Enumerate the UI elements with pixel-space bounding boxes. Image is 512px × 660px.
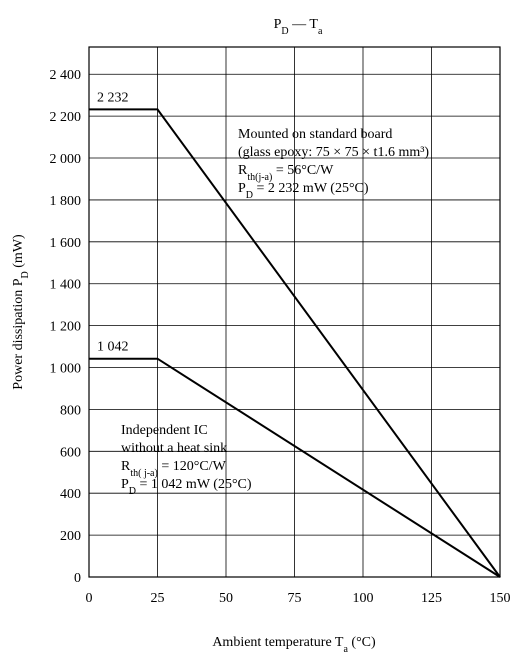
y-tick-label: 1 000	[50, 362, 82, 377]
y-tick-label: 400	[60, 487, 81, 502]
annotation-part: Independent IC	[121, 423, 208, 438]
annotation-part: (glass epoxy: 75 × 75 × t1.6 mm³)	[238, 145, 429, 160]
y-tick-label: 0	[74, 571, 81, 586]
x-tick-label: 75	[288, 591, 302, 606]
y-tick-label: 1 800	[50, 194, 82, 209]
value-label: 1 042	[97, 340, 129, 355]
annotation-part: P	[121, 477, 129, 492]
annotation: without a heat sink	[121, 441, 227, 456]
chart-title-part: P	[274, 17, 282, 32]
y-axis-label-part: D	[20, 271, 31, 278]
annotation: Independent IC	[121, 423, 208, 438]
x-tick-label: 125	[421, 591, 442, 606]
x-tick-label: 25	[151, 591, 165, 606]
annotation-part: P	[238, 181, 246, 196]
y-tick-label: 1 600	[50, 236, 82, 251]
x-tick-label: 150	[490, 591, 511, 606]
y-axis-label-part: (mW)	[11, 234, 26, 271]
annotation: Rth(j-a) = 56°C/W	[238, 163, 334, 183]
annotation: Rth( j-a) = 120°C/W	[121, 459, 227, 479]
annotation-part: = 2 232 mW (25°C)	[253, 181, 369, 196]
value-label: 2 232	[97, 90, 129, 105]
x-tick-label: 50	[219, 591, 233, 606]
chart: PD — Ta02004006008001 0001 2001 4001 600…	[0, 0, 512, 655]
y-tick-label: 600	[60, 445, 81, 460]
y-tick-label: 2 000	[50, 152, 82, 167]
chart-title-part: a	[318, 26, 323, 37]
annotation-part: D	[129, 486, 136, 497]
annotation-part: Mounted on standard board	[238, 127, 392, 142]
y-tick-label: 800	[60, 403, 81, 418]
annotation: PD = 2 232 mW (25°C)	[238, 181, 369, 201]
y-tick-label: 1 200	[50, 320, 82, 335]
x-axis-label-part: Ambient temperature T	[212, 635, 344, 650]
x-axis-label-part: (°C)	[348, 635, 376, 650]
y-tick-label: 1 400	[50, 278, 82, 293]
annotation: Mounted on standard board	[238, 127, 392, 142]
annotation: (glass epoxy: 75 × 75 × t1.6 mm³)	[238, 145, 429, 160]
chart-title: PD — Ta	[274, 17, 323, 37]
y-axis-label: Power dissipation PD (mW)	[11, 234, 31, 390]
chart-title-part: — T	[289, 17, 319, 32]
y-tick-label: 2 200	[50, 110, 82, 125]
annotation-part: = 120°C/W	[158, 459, 227, 474]
chart-title-part: D	[281, 26, 288, 37]
annotation-part: = 56°C/W	[272, 163, 334, 178]
annotation-part: without a heat sink	[121, 441, 227, 456]
x-axis-label: Ambient temperature Ta (°C)	[212, 635, 376, 655]
y-axis-label-part: Power dissipation P	[11, 278, 26, 389]
annotation-part: = 1 042 mW (25°C)	[136, 477, 252, 492]
x-tick-label: 100	[353, 591, 374, 606]
y-tick-label: 200	[60, 529, 81, 544]
x-tick-label: 0	[86, 591, 93, 606]
annotation-part: D	[246, 190, 253, 201]
y-tick-label: 2 400	[50, 68, 82, 83]
